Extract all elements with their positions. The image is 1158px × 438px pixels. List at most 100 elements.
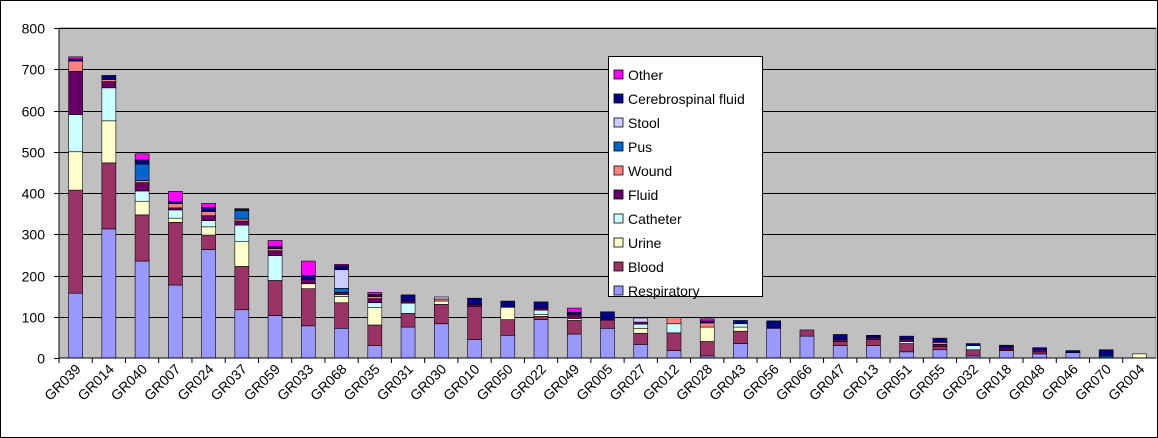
bar-stack-gr007 bbox=[168, 191, 183, 359]
bar-segment-urine bbox=[101, 120, 117, 164]
bar-stack-gr032 bbox=[965, 343, 981, 359]
bar-segment-fluid bbox=[234, 220, 250, 226]
bar-segment-cerebrospinal-fluid bbox=[168, 201, 183, 205]
bar-segment-fluid bbox=[566, 313, 582, 319]
bar-segment-urine bbox=[367, 307, 383, 326]
bar-segment-cerebrospinal-fluid bbox=[301, 275, 316, 280]
y-tick-label: 800 bbox=[22, 21, 46, 37]
bar-segment-urine bbox=[433, 300, 449, 305]
bar-segment-respiratory bbox=[600, 327, 615, 359]
bar-segment-respiratory bbox=[666, 350, 682, 359]
bar-stack-gr066 bbox=[799, 329, 815, 359]
bar-segment-wound bbox=[932, 342, 948, 345]
bar-stack-gr070 bbox=[1098, 349, 1114, 359]
bar-segment-respiratory bbox=[400, 326, 416, 359]
bar-segment-fluid bbox=[101, 81, 117, 89]
bar-stack-gr043 bbox=[733, 320, 748, 359]
bar-segment-stool bbox=[633, 317, 649, 323]
y-tick-label: 500 bbox=[22, 145, 46, 161]
bar-segment-catheter bbox=[666, 323, 682, 334]
bar-segment-blood bbox=[866, 339, 881, 346]
bar-segment-cerebrospinal-fluid bbox=[932, 337, 948, 343]
bar-segment-catheter bbox=[400, 302, 416, 314]
bar-stack-gr028 bbox=[699, 318, 715, 359]
bar-segment-other bbox=[168, 191, 183, 202]
y-tick-label: 0 bbox=[37, 351, 45, 367]
bar-segment-blood bbox=[633, 332, 649, 345]
bar-segment-fluid bbox=[267, 250, 283, 256]
bar-segment-cerebrospinal-fluid bbox=[766, 320, 782, 329]
bar-segment-blood bbox=[899, 343, 914, 353]
bar-segment-respiratory bbox=[766, 327, 782, 359]
bar-segment-wound bbox=[201, 211, 216, 216]
bar-segment-cerebrospinal-fluid bbox=[101, 75, 117, 80]
bar-stack-gr040 bbox=[134, 153, 150, 359]
bar-segment-urine bbox=[500, 306, 516, 320]
legend-box bbox=[608, 56, 763, 297]
bar-segment-fluid bbox=[168, 207, 183, 211]
bar-segment-respiratory bbox=[899, 351, 914, 359]
bar-segment-other bbox=[566, 307, 582, 313]
bar-segment-respiratory bbox=[134, 260, 150, 359]
bar-segment-fluid bbox=[334, 292, 349, 295]
bar-segment-catheter bbox=[201, 220, 216, 228]
legend-swatch bbox=[613, 213, 624, 224]
bar-segment-fluid bbox=[467, 304, 482, 307]
bar-stack-gr049 bbox=[566, 307, 582, 359]
legend-label: Catheter bbox=[628, 211, 682, 227]
bar-stack-gr035 bbox=[367, 292, 383, 359]
bar-segment-cerebrospinal-fluid bbox=[500, 300, 516, 308]
legend-swatch bbox=[613, 237, 624, 248]
bar-segment-catheter bbox=[965, 345, 981, 351]
bar-segment-fluid bbox=[68, 71, 83, 115]
bar-stack-gr047 bbox=[832, 334, 848, 359]
bar-stack-gr004 bbox=[1132, 353, 1147, 359]
bar-segment-fluid bbox=[400, 300, 416, 304]
bar-segment-fluid bbox=[1032, 349, 1047, 353]
bar-segment-catheter bbox=[533, 309, 549, 315]
bar-segment-other bbox=[367, 292, 383, 295]
legend-label: Blood bbox=[628, 259, 664, 275]
bar-stack-gr010 bbox=[467, 297, 482, 359]
bar-stack-gr050 bbox=[500, 300, 516, 359]
bar-segment-cerebrospinal-fluid bbox=[367, 294, 383, 297]
bar-segment-wound bbox=[168, 203, 183, 209]
legend-label: Wound bbox=[628, 163, 672, 179]
bar-segment-cerebrospinal-fluid bbox=[267, 246, 283, 249]
bar-segment-blood bbox=[134, 214, 150, 262]
bar-stack-gr037 bbox=[234, 208, 250, 359]
bar-stack-gr018 bbox=[999, 344, 1014, 359]
bar-segment-other bbox=[334, 264, 349, 266]
bar-segment-respiratory bbox=[866, 345, 881, 359]
bar-stack-gr014 bbox=[101, 75, 117, 359]
bar-segment-other bbox=[134, 153, 150, 161]
bar-segment-catheter bbox=[234, 224, 250, 242]
bar-stack-gr022 bbox=[533, 301, 549, 359]
bar-segment-respiratory bbox=[733, 343, 748, 359]
bar-segment-blood bbox=[234, 266, 250, 311]
legend-label: Respiratory bbox=[628, 283, 700, 299]
bar-segment-fluid bbox=[533, 307, 549, 311]
bar-segment-blood bbox=[566, 320, 582, 335]
bar-segment-blood bbox=[500, 319, 516, 336]
bar-segment-catheter bbox=[101, 87, 117, 122]
bar-segment-pus bbox=[234, 210, 250, 220]
bar-segment-cerebrospinal-fluid bbox=[999, 344, 1014, 348]
bar-segment-blood bbox=[832, 341, 848, 346]
bar-segment-cerebrospinal-fluid bbox=[566, 311, 582, 315]
bar-segment-respiratory bbox=[1065, 352, 1081, 359]
bar-segment-urine bbox=[633, 327, 649, 334]
bar-segment-fluid bbox=[367, 298, 383, 304]
legend-swatch bbox=[613, 93, 624, 104]
bar-segment-cerebrospinal-fluid bbox=[467, 297, 482, 305]
bar-segment-wound bbox=[101, 79, 117, 82]
legend-swatch bbox=[613, 189, 624, 200]
legend: Other Cerebrospinal fluid Stool Pus Wound Flu… bbox=[608, 56, 763, 299]
bar-segment-fluid bbox=[201, 215, 216, 221]
bar-segment-urine bbox=[533, 313, 549, 317]
bar-segment-other bbox=[267, 240, 283, 247]
legend-label: Pus bbox=[628, 139, 652, 155]
bar-segment-fluid bbox=[832, 339, 848, 342]
bar-segment-fluid bbox=[999, 346, 1014, 350]
bar-segment-respiratory bbox=[433, 323, 449, 359]
